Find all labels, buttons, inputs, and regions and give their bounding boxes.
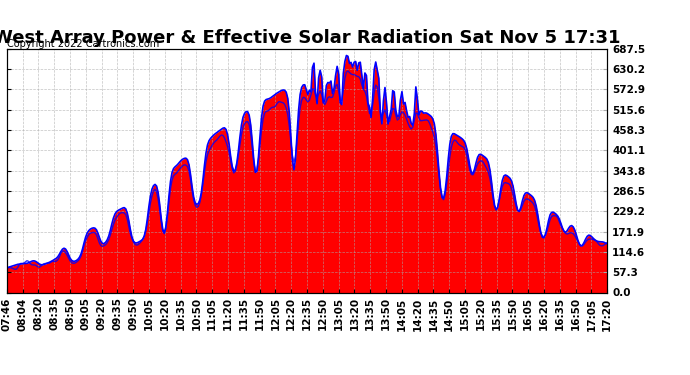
Text: Copyright 2022 Cartronics.com: Copyright 2022 Cartronics.com	[7, 39, 159, 49]
Title: West Array Power & Effective Solar Radiation Sat Nov 5 17:31: West Array Power & Effective Solar Radia…	[0, 29, 621, 47]
